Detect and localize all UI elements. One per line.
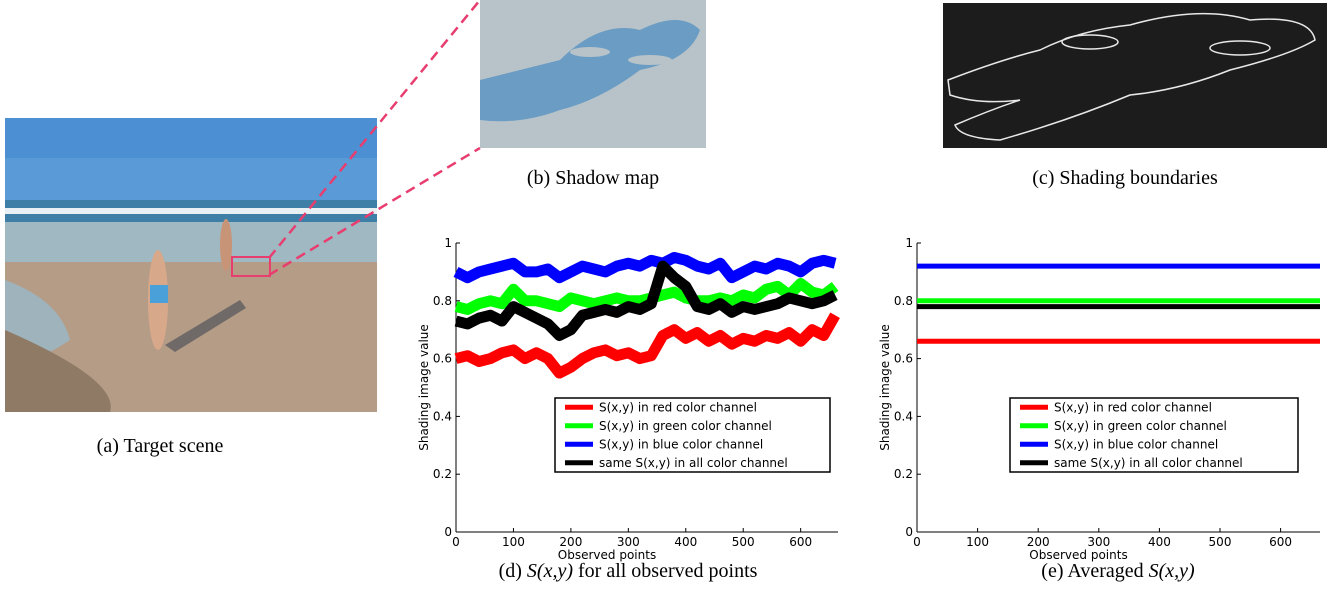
x-axis-label: Observed points xyxy=(558,548,656,562)
series-line xyxy=(454,312,840,379)
y-tick-label: 0.6 xyxy=(433,352,452,366)
caption: (d) S(x,y) for all observed points xyxy=(499,560,758,582)
x-tick-label: 200 xyxy=(559,535,582,549)
x-tick-label: 500 xyxy=(732,535,755,549)
y-tick-label: 0.4 xyxy=(894,409,913,423)
caption: (b) Shadow map xyxy=(527,167,659,189)
legend-label: same S(x,y) in all color channel xyxy=(1054,456,1243,470)
y-tick-label: 1 xyxy=(444,236,452,250)
legend-label: S(x,y) in blue color channel xyxy=(599,437,763,451)
caption-part: S(x,y) xyxy=(1149,560,1195,582)
shading-boundaries-image xyxy=(943,3,1327,148)
series-line xyxy=(453,251,837,284)
legend-label: S(x,y) in red color channel xyxy=(599,400,757,414)
x-tick-label: 400 xyxy=(674,535,697,549)
x-tick-label: 200 xyxy=(1027,535,1050,549)
x-tick-label: 0 xyxy=(913,535,921,549)
y-tick-label: 1 xyxy=(905,236,913,250)
caption-part: (e) Averaged xyxy=(1041,560,1143,582)
y-tick-label: 0.4 xyxy=(433,409,452,423)
y-axis-label: Shading image value xyxy=(417,324,431,451)
y-axis-label: Shading image value xyxy=(878,324,892,451)
x-tick-label: 600 xyxy=(789,535,812,549)
y-tick-label: 0.2 xyxy=(894,467,913,481)
legend-label: S(x,y) in blue color channel xyxy=(1054,437,1218,451)
x-axis-label: Observed points xyxy=(1029,548,1127,562)
legend-label: S(x,y) in green color channel xyxy=(1054,419,1227,433)
caption: (a) Target scene xyxy=(97,435,224,457)
x-tick-label: 500 xyxy=(1209,535,1232,549)
x-tick-label: 300 xyxy=(617,535,640,549)
shadow-map-photo xyxy=(480,0,706,148)
y-tick-label: 0.8 xyxy=(894,294,913,308)
target-scene-photo xyxy=(5,118,377,412)
legend-label: S(x,y) in green color channel xyxy=(599,419,772,433)
caption: (c) Shading boundaries xyxy=(1032,167,1218,189)
x-tick-label: 100 xyxy=(966,535,989,549)
y-tick-label: 0 xyxy=(905,525,913,539)
series-line xyxy=(454,260,838,341)
x-tick-label: 300 xyxy=(1087,535,1110,549)
legend-label: S(x,y) in red color channel xyxy=(1054,400,1212,414)
zoom-line xyxy=(268,0,481,259)
caption: (e) Averaged S(x,y) xyxy=(1041,560,1195,582)
caption-part: S(x,y) xyxy=(527,560,573,582)
caption-part: (d) xyxy=(499,560,522,582)
y-tick-label: 0.8 xyxy=(433,294,452,308)
x-tick-label: 400 xyxy=(1148,535,1171,549)
y-tick-label: 0 xyxy=(444,525,452,539)
y-tick-label: 0.6 xyxy=(894,352,913,366)
caption-part: for all observed points xyxy=(578,560,758,582)
legend-box xyxy=(554,397,831,473)
series-line xyxy=(454,277,839,315)
legend-label: same S(x,y) in all color channel xyxy=(599,456,788,470)
zoom-line xyxy=(268,146,481,277)
y-tick-label: 0.2 xyxy=(433,467,452,481)
x-tick-label: 600 xyxy=(1269,535,1292,549)
x-tick-label: 0 xyxy=(452,535,460,549)
legend-box xyxy=(1009,397,1299,473)
x-tick-label: 100 xyxy=(502,535,525,549)
